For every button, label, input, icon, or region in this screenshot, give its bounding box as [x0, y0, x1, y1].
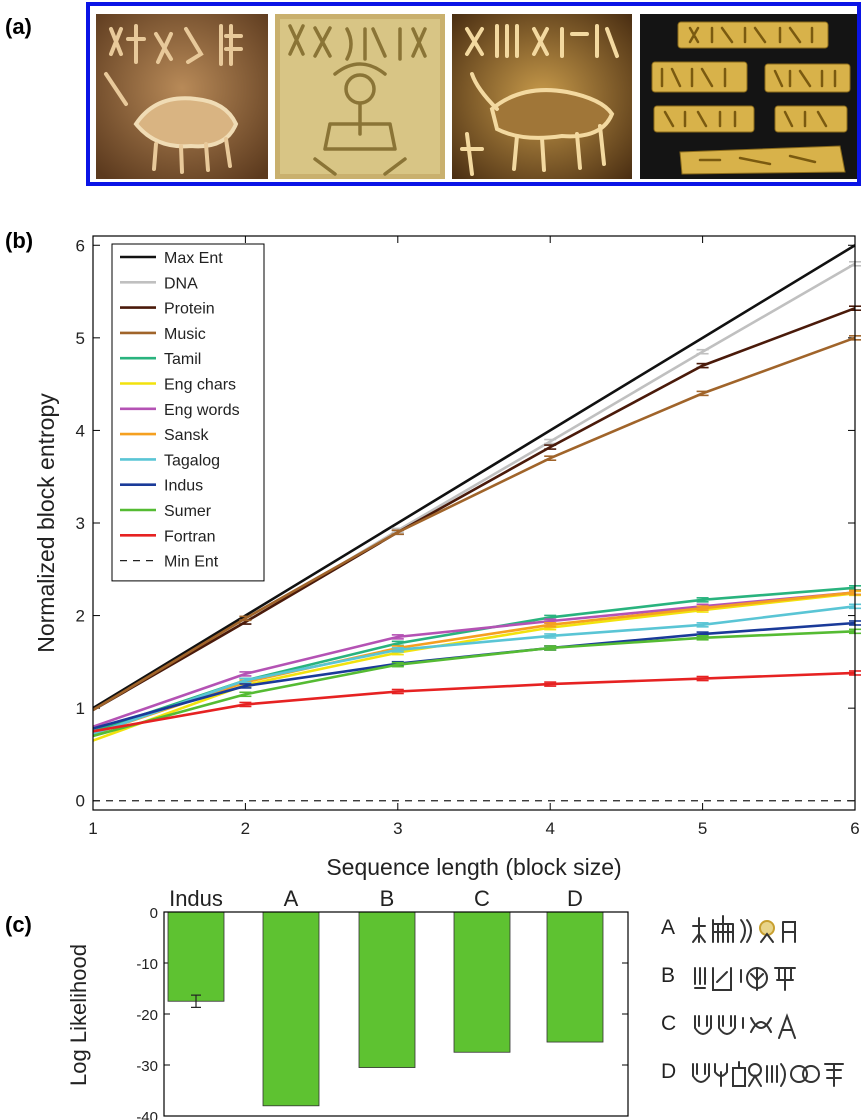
x-tick-label: 3: [393, 819, 402, 838]
series-line-max-ent: [92, 244, 856, 710]
plot-area-frame: [92, 235, 856, 811]
x-tick-label: 2: [241, 819, 250, 838]
y-tick-label: 2: [76, 607, 85, 626]
legend-label-max-ent: Max Ent: [164, 250, 223, 267]
y-tick-label: 0: [76, 792, 85, 811]
sequence-label-c: C: [661, 1012, 677, 1035]
x-tick-label: 1: [88, 819, 97, 838]
y-tick-label: 4: [76, 421, 85, 440]
y-tick-label: 6: [76, 236, 85, 255]
bar-category-label: C: [474, 886, 490, 911]
panel-label-c: (c): [5, 912, 32, 937]
bar-y-tick-label: -40: [136, 1109, 158, 1120]
legend-label-tagalog: Tagalog: [164, 452, 220, 469]
series-line-eng-words: [92, 591, 856, 728]
sequence-row-d: D: [655, 1056, 861, 1092]
legend-label-eng-chars: Eng chars: [164, 377, 236, 394]
bar-y-axis-title: Log Likelihood: [66, 944, 91, 1086]
y-tick-label: 1: [76, 699, 85, 718]
sequence-legend: A B C: [655, 912, 861, 1120]
legend-label-sansk: Sansk: [164, 427, 209, 444]
legend-label-music: Music: [164, 326, 206, 343]
indus-sign-sequence-d: [692, 1061, 844, 1087]
y-tick-label: 5: [76, 329, 85, 348]
legend-label-min-ent: Min Ent: [164, 554, 219, 571]
bar-b: [358, 911, 416, 1068]
sequence-label-b: B: [661, 964, 676, 987]
bar-category-label: A: [284, 886, 299, 911]
legend-label-eng-words: Eng words: [164, 402, 240, 419]
seated-figure-seal-image: [275, 14, 445, 179]
bar-y-tick-label: -30: [136, 1058, 158, 1075]
y-tick-label: 3: [76, 514, 85, 533]
legend-label-dna: DNA: [164, 275, 198, 292]
seal-image-strip: [86, 2, 861, 186]
bar-y-tick-label: -20: [136, 1007, 158, 1024]
sequence-row-a: A: [655, 912, 861, 948]
sequence-row-c: C: [655, 1008, 861, 1044]
series-line-sumer: [92, 630, 856, 738]
legend-label-protein: Protein: [164, 301, 215, 318]
panel-label-b: (b): [5, 228, 34, 253]
bar-a: [262, 911, 320, 1107]
bar-category-label: D: [567, 886, 583, 911]
sequence-label-d: D: [661, 1060, 677, 1083]
legend-label-indus: Indus: [164, 478, 203, 495]
sequence-row-b: B: [655, 960, 861, 996]
bar-c: [453, 911, 511, 1053]
x-tick-label: 6: [850, 819, 859, 838]
series-line-fortran: [92, 671, 856, 733]
y-axis-title: Normalized block entropy: [33, 393, 59, 653]
bull-seal-image: [452, 14, 632, 179]
x-axis-title: Sequence length (block size): [326, 854, 621, 880]
bar-indus: [167, 911, 225, 1002]
indus-sign-sequence-b: [694, 967, 796, 991]
bar-d: [546, 911, 604, 1043]
legend-box: [111, 243, 265, 582]
legend-label-tamil: Tamil: [164, 351, 201, 368]
series-line-music: [92, 336, 856, 712]
indus-sign-sequence-c: [694, 1013, 796, 1039]
indus-sign-sequence-a: [692, 915, 796, 943]
unicorn-seal-image: [96, 14, 268, 179]
bar-category-label: Indus: [169, 886, 223, 911]
series-line-protein: [92, 306, 856, 712]
chart-legend: Max Ent DNA Protein Music Tamil Eng chars Eng …: [111, 243, 265, 582]
series-line-tamil: [92, 586, 856, 733]
legend-label-fortran: Fortran: [164, 528, 216, 545]
bar-plot-frame: [163, 911, 629, 1117]
bar-category-label: B: [380, 886, 395, 911]
series-line-sansk: [92, 591, 856, 736]
panel-label-a: (a): [5, 14, 32, 39]
bar-y-tick-label: 0: [150, 905, 158, 922]
series-line-tagalog: [92, 605, 856, 736]
log-likelihood-bar-chart: Log Likelihood 0 -10 -20 -30 -40 Indus A B C D: [66, 886, 629, 1120]
sequence-label-a: A: [661, 916, 676, 939]
series-line-eng-chars: [92, 592, 856, 742]
inscribed-tablets-image: [640, 14, 857, 179]
x-tick-label: 4: [545, 819, 554, 838]
legend-label-sumer: Sumer: [164, 503, 212, 520]
x-tick-label: 5: [698, 819, 707, 838]
bar-y-tick-label: -10: [136, 956, 158, 973]
